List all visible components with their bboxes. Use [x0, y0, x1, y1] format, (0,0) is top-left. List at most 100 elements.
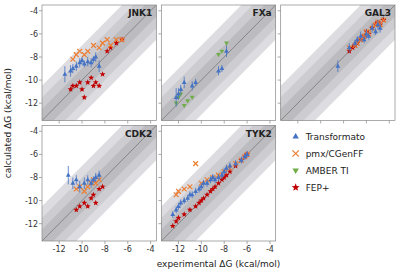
chart: -12-10-8-6-4JNK1FXaGAL3-12-10-8-6-4-12-1…: [0, 0, 400, 271]
agreement-band: [161, 126, 275, 242]
series: [174, 42, 229, 109]
legend-label: AMBER TI: [306, 166, 349, 176]
point: [176, 215, 182, 221]
point: [79, 86, 85, 92]
identity-line: [281, 5, 395, 121]
point: [77, 184, 82, 188]
point: [97, 64, 102, 68]
y-tick: [39, 10, 42, 11]
x-tick: [269, 121, 270, 124]
panel-title: CDK2: [125, 129, 152, 139]
point: [187, 207, 193, 213]
x-tick-label: -6: [243, 245, 251, 254]
point: [335, 64, 340, 68]
x-tick: [247, 121, 248, 124]
point: [114, 37, 119, 42]
x-tick: [178, 121, 179, 124]
y-tick: [158, 80, 161, 81]
x-tick-label: -4: [147, 245, 155, 254]
series: [70, 37, 124, 61]
point: [362, 37, 367, 41]
y-tick: [158, 10, 161, 11]
legend-swatch: [292, 150, 298, 156]
agreement-band: [42, 126, 156, 242]
y-tick-label: -10: [25, 76, 38, 85]
y-tick: [39, 56, 42, 57]
x-tick: [269, 241, 270, 244]
y-tick: [278, 10, 281, 11]
identity-line: [161, 5, 275, 121]
agreement-band: [161, 5, 275, 121]
y-tick: [39, 131, 42, 132]
y-tick-label: -10: [25, 197, 38, 206]
agreement-band: [281, 5, 395, 121]
x-tick: [127, 241, 128, 244]
panel-title: GAL3: [365, 8, 391, 18]
x-tick: [59, 241, 60, 244]
x-tick: [127, 121, 128, 124]
point: [176, 189, 181, 194]
series: [174, 152, 250, 197]
agreement-band: [42, 5, 156, 121]
series: [170, 151, 249, 218]
point: [366, 34, 371, 38]
chart-container: -12-10-8-6-4JNK1FXaGAL3-12-10-8-6-4-12-1…: [0, 0, 400, 271]
point: [347, 45, 352, 49]
point: [100, 41, 105, 46]
point: [224, 166, 229, 170]
legend-label: FEP+: [306, 183, 330, 193]
y-tick: [278, 80, 281, 81]
x-tick-label: -8: [220, 245, 228, 254]
x-tick: [389, 121, 390, 124]
identity-line: [42, 5, 156, 121]
point: [193, 189, 198, 193]
point: [182, 187, 187, 192]
point: [188, 184, 193, 189]
agreement-band: [161, 5, 275, 121]
point: [105, 37, 110, 42]
agreement-band: [281, 5, 395, 121]
series: [174, 45, 229, 106]
point: [213, 177, 218, 181]
y-tick: [158, 200, 161, 201]
y-tick-label: -12: [25, 99, 38, 108]
point: [120, 37, 125, 42]
point: [224, 42, 229, 46]
plot-frame: [161, 5, 275, 121]
y-tick-label: -6: [30, 150, 38, 159]
point: [62, 72, 67, 76]
x-tick: [297, 121, 298, 124]
series: [346, 17, 386, 54]
y-tick: [158, 103, 161, 104]
plot-frame: [42, 5, 156, 121]
point: [85, 59, 90, 63]
point: [77, 203, 83, 209]
identity-line: [161, 126, 275, 242]
x-tick: [247, 241, 248, 244]
point: [93, 54, 98, 58]
point: [100, 184, 106, 190]
x-tick: [104, 121, 105, 124]
agreement-band: [161, 5, 275, 121]
point: [193, 80, 198, 84]
x-tick: [224, 241, 225, 244]
point: [77, 49, 82, 54]
plot-area: [161, 5, 275, 121]
point: [100, 71, 106, 77]
point: [176, 91, 181, 95]
point: [170, 212, 175, 216]
point: [190, 96, 195, 100]
point: [193, 161, 198, 166]
point: [216, 68, 221, 72]
x-tick: [82, 241, 83, 244]
plot-frame: [281, 5, 395, 121]
agreement-band: [42, 5, 156, 121]
point: [66, 173, 71, 177]
series: [66, 166, 102, 193]
point: [108, 43, 113, 48]
point: [81, 200, 87, 206]
agreement-band: [42, 5, 156, 121]
series: [73, 184, 105, 213]
legend-label: Transformato: [305, 132, 366, 142]
point: [224, 49, 229, 53]
